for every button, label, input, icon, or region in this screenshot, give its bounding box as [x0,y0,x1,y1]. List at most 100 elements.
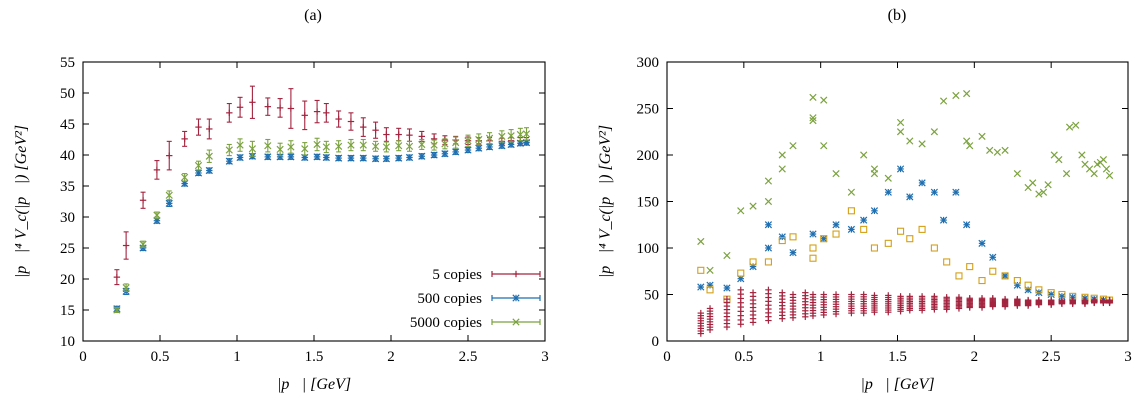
data-point-d2 [236,141,244,149]
y-tick-label: 35 [60,179,75,195]
data-point [507,132,515,140]
data-point [809,114,817,122]
data-point-d2 [248,145,257,153]
data-point [896,118,905,127]
data-point-d2 [1055,156,1063,164]
data-point [194,161,203,170]
data-point [930,128,939,136]
data-point-d2 [930,128,939,136]
data-point [930,188,939,196]
data-point-d2 [1085,165,1094,173]
data-point [360,123,367,131]
data-point [181,135,188,143]
data-point-d2 [264,142,272,150]
x-tick-label: 2.5 [459,349,478,365]
data-point [475,135,483,144]
data-point [206,125,213,133]
panel-a: (a) 0 0.5 1 1.5 2 2.5 3 10 15 20 25 30 35 40 45 50 55 |p⃗|… [13,7,549,393]
data-point [441,140,449,148]
data-point [452,148,460,156]
data-point [1029,179,1037,187]
data-point [963,221,971,229]
data-point [789,142,797,150]
data-point-d2 [113,306,121,314]
data-point [847,225,856,234]
data-point [737,269,745,277]
y-tick-label: 250 [637,102,660,118]
data-point [122,242,130,249]
data-point-d2 [809,93,817,101]
data-point [248,145,257,153]
data-point-d2 [225,146,233,154]
data-point-d2 [1029,179,1037,187]
data-point [1081,296,1089,304]
data-point [963,89,971,98]
data-point [181,173,189,181]
data-point [779,289,786,296]
data-point [498,132,506,141]
data-point [809,291,817,298]
data-point [1039,188,1048,196]
data-point [1024,281,1032,289]
data-point-d2 [301,145,309,153]
data-point [276,104,284,112]
data-point-d2 [335,142,343,150]
data-point [1047,289,1055,297]
legend: 5 copies 500 copies 5000 copies [410,267,541,331]
data-point [335,115,342,123]
data-point [464,137,472,145]
data-point [989,295,996,302]
data-point [906,235,914,243]
data-point [778,237,786,245]
data-point-d2 [1001,146,1009,154]
data-point-d2 [475,135,483,144]
data-point [955,272,963,280]
plot-frame [666,61,1129,342]
x-tick-label: 2 [387,349,395,365]
data-point-d2 [1035,190,1043,198]
data-point [931,293,938,300]
data-point [464,146,472,154]
data-point [966,263,974,271]
data-point-d2 [963,137,971,145]
data-point [706,266,714,274]
data-point [347,141,355,149]
data-point [225,146,233,154]
panel-label: (a) [304,7,322,24]
y-tick-label: 55 [60,55,75,71]
data-point-d2 [452,138,460,147]
data-point [918,140,926,148]
y-tick-label: 0 [652,334,660,350]
data-point [264,103,271,110]
data-point-d2 [122,284,130,292]
data-point-d2 [485,134,494,142]
data-point [706,305,714,312]
data-point [1099,156,1108,164]
data-point [359,154,367,162]
data-point-d2 [952,91,960,100]
data-point-d2 [165,191,173,199]
x-tick-label: 3 [541,349,549,365]
data-point [809,254,817,262]
data-point [809,244,817,252]
y-tick-label: 100 [637,241,660,257]
data-point [1069,296,1076,304]
plot-frame [82,61,546,342]
data-point [1106,296,1113,304]
data-point [195,123,202,131]
data-point [287,143,295,151]
y-tick-label: 40 [60,148,75,164]
data-point-d2 [276,145,284,154]
legend-entry-label: 500 copies [417,291,482,307]
data-point [335,154,343,162]
data-point-d2 [809,116,817,125]
data-point [395,131,402,138]
data-point [226,109,233,117]
data-point [832,169,840,178]
data-point [697,309,705,317]
data-point [749,289,757,296]
data-point-d2 [405,142,414,150]
data-point-d2 [737,207,745,215]
y-tick-label: 30 [60,210,75,226]
data-point-d2 [764,177,773,185]
